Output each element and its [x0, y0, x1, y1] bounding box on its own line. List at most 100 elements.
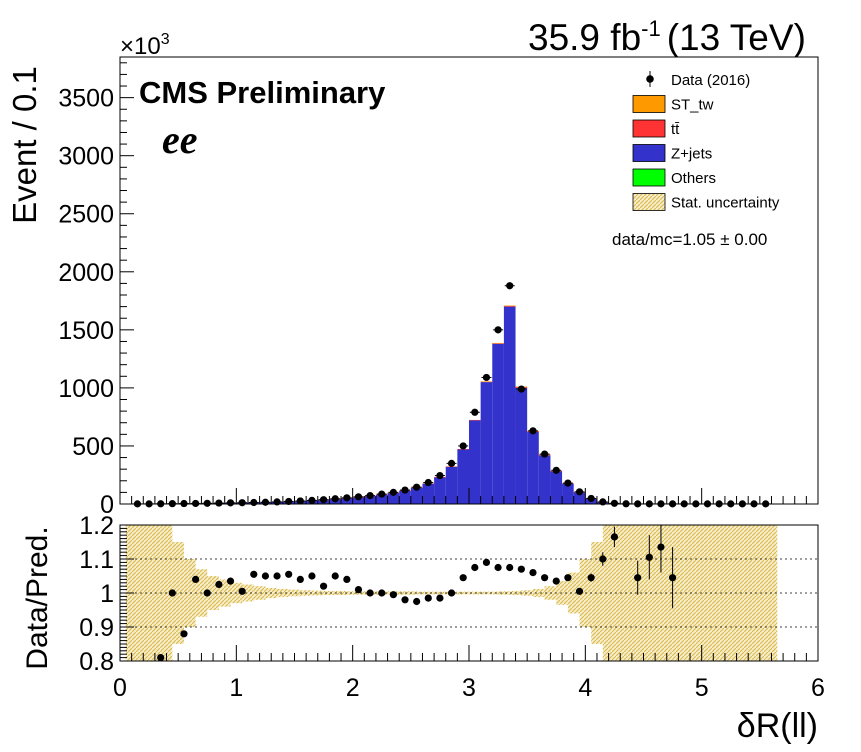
ratio-point-32: [529, 569, 537, 577]
uncertainty-band-bin-44: [637, 525, 650, 661]
uncertainty-band-bin-26: [428, 591, 440, 595]
bar-z-jets-26: [434, 477, 446, 504]
ratio-point-39: [610, 533, 619, 541]
uncertainty-band-bin-31: [486, 591, 499, 595]
uncertainty-band-bin-1: [137, 525, 150, 661]
data-point-35: [541, 450, 549, 458]
ratio-point-34: [552, 577, 560, 585]
ratio-point-0: [157, 654, 165, 662]
uncertainty-band-bin-41: [602, 525, 615, 661]
ratio-points: [157, 525, 677, 662]
ratio-point-7: [238, 587, 246, 595]
x-tick-label-1: 1: [229, 674, 243, 702]
ratio-point-12: [296, 575, 304, 584]
uncertainty-band-bin-54: [754, 525, 766, 661]
bar-z-jets-23: [399, 490, 411, 504]
channel-label: ee: [162, 117, 198, 162]
uncertainty-band-bin-19: [346, 591, 359, 595]
bar-z-jets-30: [480, 382, 493, 504]
ratio-point-22: [413, 597, 421, 606]
legend-swatch-3: [632, 144, 666, 162]
ratio-point-25: [447, 589, 456, 597]
x-tick-label-0: 0: [113, 674, 127, 702]
data-point-7: [215, 499, 223, 507]
data-point-30: [482, 373, 491, 382]
ratio-gridlines: [120, 558, 818, 628]
ratio-x-ticks: 0 1 2 3 4 5 6: [113, 645, 825, 702]
x-tick-label-6: 6: [811, 674, 825, 702]
data-points: [132, 282, 771, 508]
ratio-point-16: [343, 575, 351, 584]
ratio-y-ticks: 0.8 0.9 1 1.1 1.2: [79, 512, 134, 676]
main-y-tick-label-2: 1000: [58, 375, 114, 403]
data-point-28: [459, 442, 467, 450]
data-point-37: [564, 479, 572, 487]
uncertainty-band-bin-16: [311, 590, 324, 596]
data-point-20: [366, 492, 374, 500]
uncertainty-band-bin-20: [358, 591, 371, 595]
uncertainty-band-bin-35: [532, 588, 545, 598]
uncertainty-band-bin-29: [463, 591, 475, 595]
y-multiplier-label: ×103: [120, 31, 170, 60]
ratio-point-38: [599, 555, 607, 563]
ratio-point-8: [250, 570, 258, 578]
bar-z-jets-20: [364, 496, 376, 504]
uncertainty-band-bin-4: [172, 542, 184, 644]
main-y-tick-label-0: 0: [100, 491, 114, 519]
main-y-tick-label-5: 2500: [58, 201, 114, 229]
data-point-27: [447, 459, 456, 467]
ratio-point-42: [657, 543, 665, 551]
ratio-point-43: [668, 574, 677, 582]
data-point-14: [296, 497, 304, 505]
uncertainty-band-bin-14: [288, 589, 301, 597]
ratio-y-tick-label-4: 1.2: [79, 512, 114, 540]
data-point-16: [319, 496, 328, 504]
bar-st-tw-31: [492, 342, 504, 344]
bar-z-jets-33: [515, 387, 528, 504]
ratio-point-6: [226, 577, 235, 585]
data-point-24: [413, 483, 421, 491]
ratio-y-tick-label-1: 0.9: [79, 614, 114, 642]
uncertainty-band-bin-50: [707, 525, 720, 661]
bar-st-tw-32: [503, 305, 516, 307]
bar-z-jets-36: [550, 471, 563, 504]
x-tick-label-2: 2: [346, 674, 360, 702]
ratio-point-14: [319, 582, 328, 590]
data-point-31: [494, 326, 502, 334]
x-tick-label-5: 5: [695, 674, 709, 702]
bar-tt--29: [469, 419, 481, 421]
uncertainty-band-bin-2: [149, 525, 161, 661]
ratio-point-4: [203, 589, 211, 597]
ratio-point-5: [215, 580, 223, 589]
ratio-point-20: [389, 591, 397, 599]
bar-z-jets-29: [469, 420, 481, 504]
data-point-38: [575, 488, 584, 496]
ratio-point-9: [261, 572, 270, 580]
data-point-8: [226, 499, 235, 507]
data-point-13: [285, 497, 293, 506]
data-point-32: [506, 282, 514, 290]
uncertainty-band-bin-22: [381, 591, 394, 595]
ratio-y-axis-label: Data/Pred.: [21, 526, 54, 669]
stacked-bars: [131, 305, 772, 505]
ratio-point-27: [471, 563, 479, 572]
legend-label-5: Stat. uncertainty: [671, 195, 780, 212]
legend-label-0: Data (2016): [671, 72, 750, 89]
ratio-point-36: [575, 587, 584, 595]
ratio-y-tick-label-3: 1.1: [79, 546, 114, 574]
ratio-point-19: [378, 589, 386, 597]
ratio-point-17: [354, 586, 363, 594]
ratio-point-41: [645, 553, 653, 561]
ratio-point-33: [541, 574, 549, 582]
uncertainty-band-bin-23: [393, 591, 406, 595]
uncertainty-band-bin-34: [521, 590, 533, 596]
ratio-point-18: [366, 589, 374, 597]
main-y-tick-label-7: 3500: [58, 85, 114, 113]
main-y-tick-label-4: 2000: [58, 259, 114, 287]
uncertainty-band-bin-32: [498, 591, 510, 595]
ratio-point-1: [168, 589, 176, 597]
data-point-6: [203, 499, 211, 507]
ratio-y-tick-label-0: 0.8: [79, 648, 114, 676]
ratio-summary-label: data/mc=1.05 ± 0.00: [612, 230, 767, 249]
uncertainty-band-bin-13: [277, 588, 289, 598]
